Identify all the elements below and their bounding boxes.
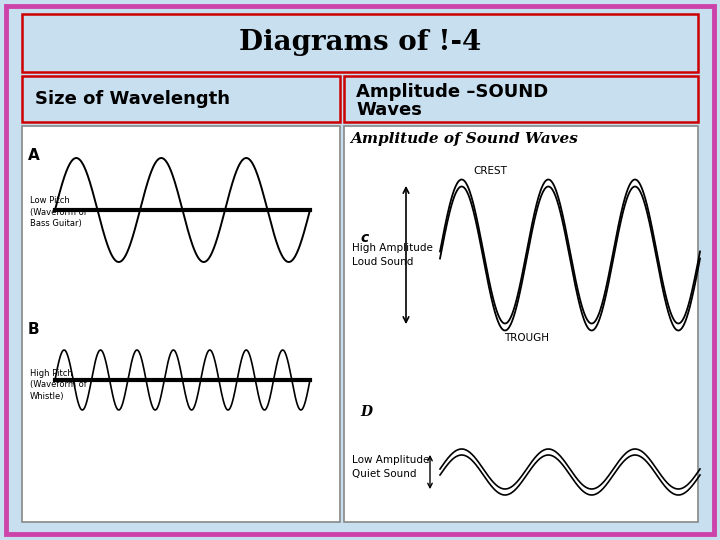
Text: Low Pitch
(Waveform of
Bass Guitar): Low Pitch (Waveform of Bass Guitar) — [30, 195, 86, 228]
Text: TROUGH: TROUGH — [505, 333, 549, 343]
Text: Quiet Sound: Quiet Sound — [352, 469, 416, 479]
Text: Size of Wavelength: Size of Wavelength — [35, 90, 230, 108]
Text: Amplitude of Sound Waves: Amplitude of Sound Waves — [350, 132, 578, 146]
Text: A: A — [28, 147, 40, 163]
Text: Diagrams of !-4: Diagrams of !-4 — [239, 30, 481, 57]
Text: D: D — [360, 405, 372, 419]
Bar — [344, 126, 698, 522]
Text: Amplitude –SOUND: Amplitude –SOUND — [356, 83, 548, 101]
Bar — [344, 76, 698, 122]
Text: High Amplitude: High Amplitude — [352, 243, 433, 253]
Text: B: B — [28, 322, 40, 338]
Bar — [22, 76, 340, 122]
Text: c: c — [360, 231, 368, 245]
Text: CREST: CREST — [473, 166, 507, 176]
Bar — [22, 126, 340, 522]
Text: High Pitch
(Waveform of
Whistle): High Pitch (Waveform of Whistle) — [30, 369, 86, 401]
Text: Loud Sound: Loud Sound — [352, 257, 413, 267]
Text: Low Amplitude: Low Amplitude — [352, 455, 429, 465]
Bar — [22, 14, 698, 72]
Text: Waves: Waves — [356, 101, 422, 119]
